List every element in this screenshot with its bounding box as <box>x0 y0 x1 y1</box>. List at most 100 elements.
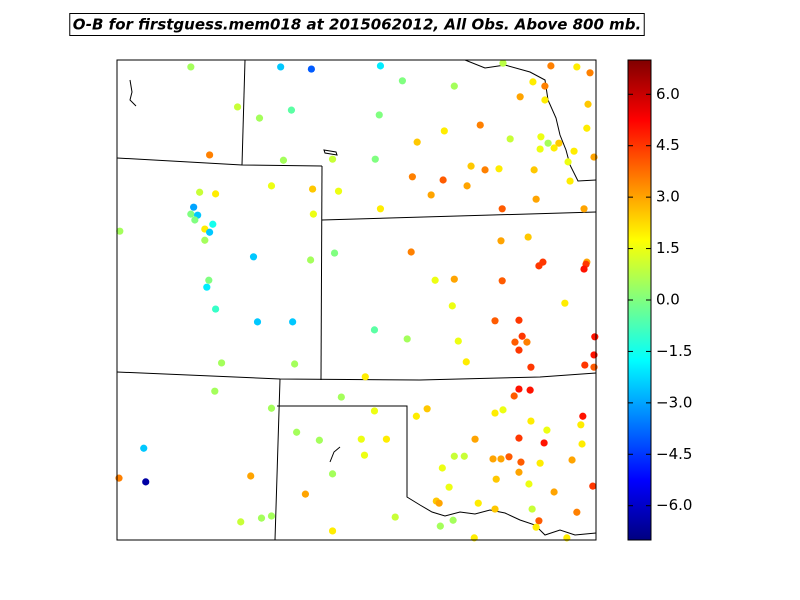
observation-point <box>515 346 523 354</box>
observation-point <box>277 63 285 71</box>
observation-point <box>191 216 199 224</box>
observation-point <box>492 475 500 483</box>
lake <box>129 79 137 107</box>
observation-point <box>140 444 148 452</box>
observation-point <box>543 426 551 434</box>
observation-point <box>537 133 545 141</box>
observation-point <box>308 185 317 193</box>
observation-point <box>408 173 416 181</box>
observation-point <box>505 453 513 461</box>
observation-point <box>407 248 415 256</box>
observation-point <box>237 518 245 526</box>
observation-point <box>589 482 597 490</box>
observation-point <box>328 155 337 163</box>
observation-point <box>445 483 453 491</box>
observation-point <box>566 177 574 185</box>
observation-point <box>439 176 447 184</box>
observation-point <box>577 421 585 429</box>
observation-point <box>541 82 549 90</box>
observation-point <box>561 299 569 307</box>
observation-point <box>527 363 535 371</box>
observation-point <box>115 474 123 482</box>
observation-point <box>449 516 457 524</box>
observation-point <box>499 59 507 67</box>
observation-point <box>573 63 581 71</box>
observation-point <box>491 409 499 417</box>
observation-point <box>586 69 594 77</box>
observation-point <box>187 63 195 71</box>
map-frame <box>116 59 597 541</box>
observation-point <box>431 276 439 284</box>
observation-point <box>306 256 315 264</box>
observation-point <box>116 227 124 235</box>
lake <box>323 149 338 156</box>
lake <box>329 446 341 463</box>
observation-point <box>568 456 576 464</box>
colorbar-tick-label: −6.0 <box>656 496 692 514</box>
observation-point <box>515 434 523 442</box>
observation-point <box>498 277 506 285</box>
observation-point <box>515 468 523 476</box>
observation-point <box>209 220 217 228</box>
state-border <box>321 211 597 221</box>
observation-point <box>201 236 209 244</box>
observation-point <box>267 404 276 412</box>
observation-point <box>382 435 391 443</box>
observation-point <box>279 156 288 164</box>
observation-point <box>357 435 365 443</box>
observation-point <box>524 233 532 241</box>
observation-point <box>476 121 484 129</box>
observation-point <box>515 385 523 393</box>
observation-point <box>550 144 558 152</box>
observation-point <box>583 124 591 132</box>
observation-point <box>360 451 369 459</box>
colorbar-tick-label: −1.5 <box>656 342 692 360</box>
observation-point <box>287 106 296 114</box>
observation-point <box>544 139 552 147</box>
observation-point <box>506 135 514 143</box>
observation-point <box>491 317 499 325</box>
observation-point <box>328 470 337 478</box>
observation-point <box>528 505 536 513</box>
observation-point <box>267 182 276 190</box>
observation-point <box>525 480 533 488</box>
observation-point <box>495 165 503 173</box>
observation-point <box>450 82 458 90</box>
observation-point <box>540 439 548 447</box>
observation-point <box>590 363 598 371</box>
observation-point <box>391 513 399 521</box>
observation-point <box>454 337 462 345</box>
observation-point <box>555 139 563 147</box>
observation-point <box>253 318 262 326</box>
observation-point <box>523 338 531 346</box>
observation-point <box>330 249 339 257</box>
state-border <box>241 59 246 166</box>
observation-point <box>291 360 299 368</box>
observation-point <box>497 237 505 245</box>
observation-point <box>516 93 524 101</box>
observation-point <box>450 275 458 283</box>
observation-point <box>448 302 456 310</box>
observation-point <box>526 386 534 394</box>
chart-title: O-B for firstguess.mem018 at 2015062012,… <box>73 16 641 34</box>
observation-point <box>267 512 276 520</box>
observation-point <box>376 62 385 70</box>
colorbar-tick-label: 3.0 <box>656 188 680 206</box>
observation-point <box>412 412 420 420</box>
observation-point <box>249 253 258 261</box>
observation-point <box>203 283 211 291</box>
observation-point <box>564 158 572 166</box>
observation-point <box>196 188 204 196</box>
observation-point <box>591 333 599 341</box>
observation-point <box>530 166 538 174</box>
observation-point <box>527 417 535 425</box>
observation-point <box>370 407 379 415</box>
observation-point <box>497 455 505 463</box>
observation-point <box>491 505 499 513</box>
observation-point <box>535 262 543 270</box>
colorbar-tick-label: 1.5 <box>656 239 680 257</box>
observation-point <box>206 228 214 236</box>
observation-point <box>361 373 369 381</box>
observation-point <box>233 103 242 111</box>
